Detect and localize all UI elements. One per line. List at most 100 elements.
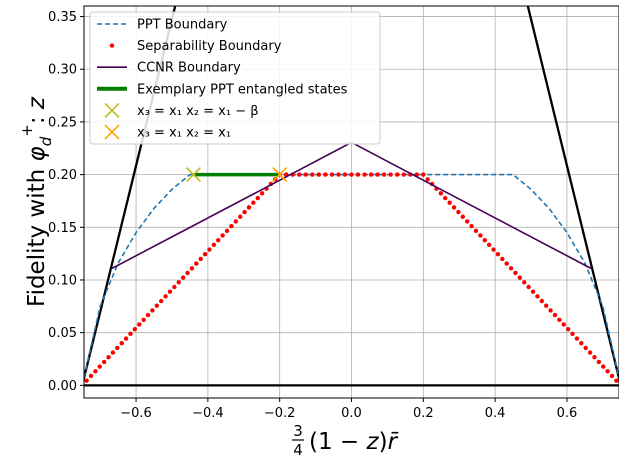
separability-point: [452, 205, 456, 209]
separability-point: [297, 172, 301, 176]
separability-point: [601, 364, 605, 368]
separability-point: [229, 224, 233, 228]
separability-point: [362, 172, 366, 176]
separability-point: [317, 172, 321, 176]
separability-point: [168, 289, 172, 293]
svg-text:(1 − z)r̄: (1 − z)r̄: [309, 429, 399, 455]
legend-swatch: [110, 43, 114, 47]
separability-point: [566, 327, 570, 331]
separability-point: [181, 275, 185, 279]
separability-point: [141, 318, 145, 322]
separability-point: [172, 285, 176, 289]
x-axis-label: 3 4 (1 − z)r̄: [292, 422, 399, 459]
separability-point: [146, 313, 150, 317]
separability-point: [553, 313, 557, 317]
separability-point: [465, 219, 469, 223]
separability-point: [402, 172, 406, 176]
separability-point: [592, 355, 596, 359]
separability-point: [203, 252, 207, 256]
separability-point: [487, 243, 491, 247]
y-tick-label: 0.35: [48, 10, 77, 25]
separability-point: [369, 172, 373, 176]
separability-point: [247, 205, 251, 209]
separability-point: [614, 378, 618, 382]
separability-point: [579, 341, 583, 345]
separability-point: [133, 327, 137, 331]
separability-point: [395, 172, 399, 176]
separability-point: [102, 360, 106, 364]
separability-point: [115, 346, 119, 350]
y-tick-label: 0.25: [48, 115, 77, 130]
separability-point: [557, 318, 561, 322]
separability-point: [163, 294, 167, 298]
separability-point: [500, 257, 504, 261]
separability-point: [447, 201, 451, 205]
separability-point: [461, 215, 465, 219]
separability-point: [84, 378, 88, 382]
legend-label: Exemplary PPT entangled states: [137, 82, 348, 97]
separability-point: [120, 341, 124, 345]
separability-point: [388, 172, 392, 176]
svg-text:4: 4: [293, 441, 303, 459]
y-tick-label: 0.20: [48, 168, 77, 183]
separability-point: [242, 210, 246, 214]
separability-point: [137, 322, 141, 326]
legend-label: x₃ = x₁ x₂ = x₁: [137, 126, 231, 141]
x-tick-label: 0.6: [557, 406, 578, 421]
separability-point: [198, 257, 202, 261]
separability-point: [343, 172, 347, 176]
separability-point: [177, 280, 181, 284]
separability-point: [190, 266, 194, 270]
separability-point: [310, 172, 314, 176]
separability-point: [610, 374, 614, 378]
y-tick-label: 0.00: [48, 379, 77, 394]
separability-point: [483, 238, 487, 242]
separability-point: [496, 252, 500, 256]
separability-point: [504, 261, 508, 265]
separability-point: [89, 374, 93, 378]
separability-point: [207, 247, 211, 251]
separability-point: [583, 346, 587, 350]
separability-point: [349, 172, 353, 176]
separability-point: [421, 172, 425, 176]
separability-point: [155, 304, 159, 308]
x-tick-label: −0.2: [264, 406, 296, 421]
legend-box: [90, 12, 380, 144]
separability-point: [256, 196, 260, 200]
x-tick-label: 0.2: [413, 406, 434, 421]
separability-point: [478, 233, 482, 237]
separability-point: [238, 215, 242, 219]
separability-point: [535, 294, 539, 298]
separability-point: [323, 172, 327, 176]
legend-label: Separability Boundary: [137, 39, 282, 54]
separability-point: [93, 369, 97, 373]
separability-point: [443, 196, 447, 200]
separability-point: [456, 210, 460, 214]
y-tick-label: 0.15: [48, 221, 77, 236]
separability-point: [225, 229, 229, 233]
separability-point: [330, 172, 334, 176]
separability-point: [439, 191, 443, 195]
separability-point: [185, 271, 189, 275]
separability-point: [150, 308, 154, 312]
separability-point: [562, 322, 566, 326]
legend-label: x₃ = x₁ x₂ = x₁ − β: [137, 104, 259, 119]
y-tick-label: 0.10: [48, 273, 77, 288]
separability-point: [304, 172, 308, 176]
separability-point: [548, 308, 552, 312]
separability-point: [474, 229, 478, 233]
separability-point: [469, 224, 473, 228]
y-tick-label: 0.05: [48, 326, 77, 341]
x-tick-label: −0.4: [192, 406, 224, 421]
x-tick-label: 0.4: [485, 406, 506, 421]
separability-point: [260, 191, 264, 195]
separability-point: [106, 355, 110, 359]
separability-point: [124, 336, 128, 340]
separability-point: [597, 360, 601, 364]
separability-point: [251, 201, 255, 205]
separability-point: [216, 238, 220, 242]
separability-point: [220, 233, 224, 237]
separability-point: [570, 332, 574, 336]
